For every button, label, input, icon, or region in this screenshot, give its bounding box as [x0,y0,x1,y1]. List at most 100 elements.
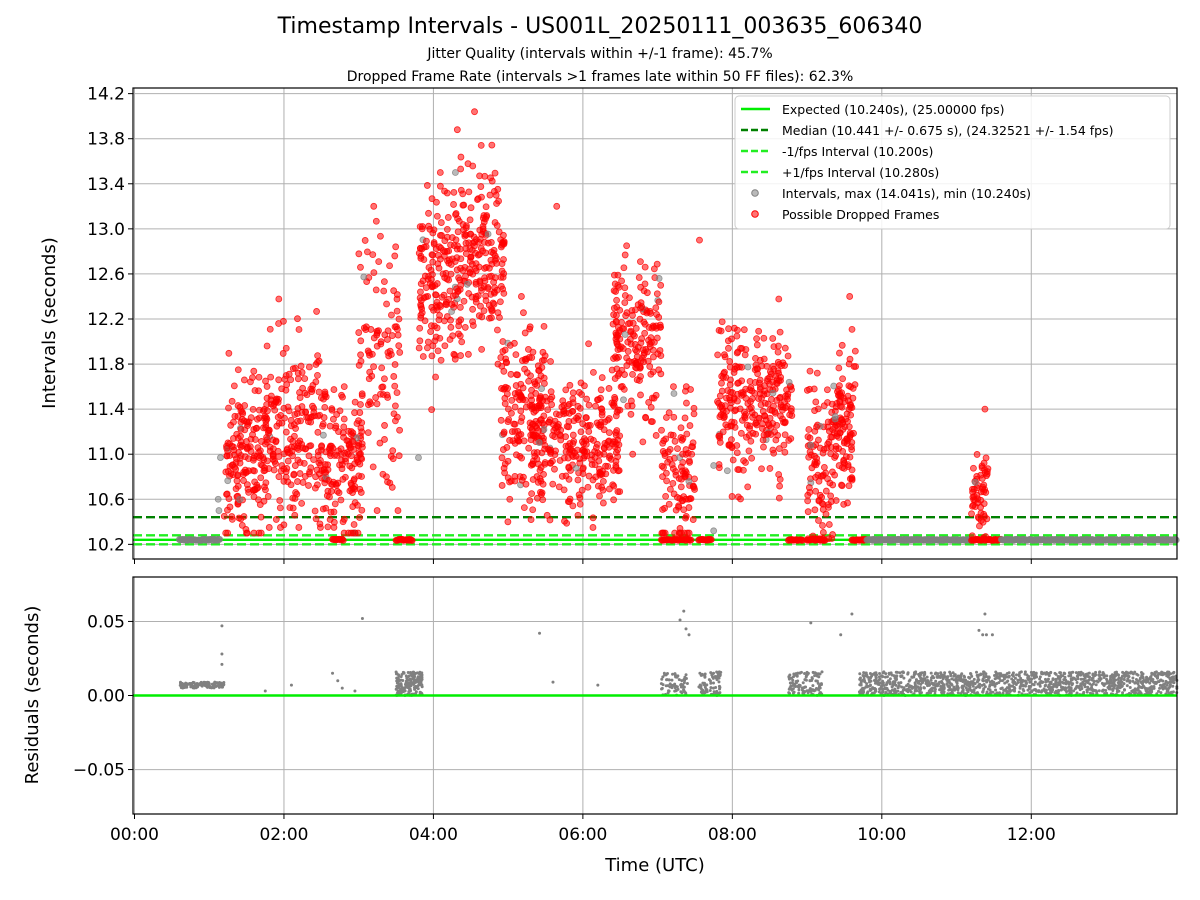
interval-point [434,260,442,268]
interval-point [474,196,481,203]
interval-point [682,512,690,520]
interval-point [357,450,364,458]
residual-point [1141,680,1145,684]
residual-point [1044,680,1048,684]
interval-point [428,195,436,203]
interval-point [569,431,577,439]
interval-point [307,414,315,421]
interval-point [500,428,508,436]
residual-point [790,676,794,680]
residual-point [1085,673,1089,677]
interval-point [773,421,781,429]
interval-point [284,403,292,411]
interval-point [538,364,546,371]
residual-point [718,691,722,695]
residuals-y-label: Residuals (seconds) [22,606,43,785]
interval-point [520,309,527,317]
interval-point [496,298,504,306]
interval-point [727,404,734,412]
residual-point [1120,684,1124,688]
interval-point [507,370,515,378]
interval-point [357,351,364,359]
interval-point [427,328,434,335]
residual-point [906,671,910,675]
interval-point [494,309,502,317]
residual-point [220,662,224,666]
interval-point [314,428,322,436]
interval-point [356,409,364,416]
interval-point [740,326,748,334]
interval-point [456,286,464,293]
interval-point [234,482,242,490]
residual-point [703,685,707,689]
residual-point [1128,685,1132,689]
interval-point [657,370,665,378]
residual-point [1161,679,1165,683]
residual-point [201,683,205,687]
residual-point [191,685,195,689]
residual-point [943,671,947,675]
residual-point [340,686,344,690]
interval-point [775,295,783,303]
interval-point [508,428,516,435]
residual-point [1083,682,1087,686]
residual-point [198,682,202,686]
interval-point [827,492,835,500]
residual-point [897,684,901,688]
interval-point [296,394,304,401]
interval-point [389,455,397,463]
interval-point [364,429,372,436]
interval-point [804,508,812,516]
residual-point [191,680,195,684]
interval-point [751,411,759,419]
residual-point [1141,672,1145,676]
interval-point [497,282,505,290]
interval-point [759,436,767,444]
residual-point [682,688,686,692]
interval-point [851,347,859,355]
interval-point [549,480,557,488]
residual-point [910,685,914,689]
residual-point [979,673,983,677]
interval-point [674,445,681,453]
interval-point [312,473,319,481]
interval-point [486,191,494,199]
interval-point [262,440,269,448]
interval-point [637,258,644,266]
interval-point [815,436,822,444]
interval-point [504,457,512,465]
intervals-y-tick-label: 11.4 [87,400,125,420]
interval-point [669,479,677,487]
residual-point [1038,684,1042,688]
interval-point [773,380,781,387]
interval-point [579,465,587,473]
residual-point [810,679,814,683]
interval-point [969,502,976,510]
interval-point [457,316,465,324]
residual-point [662,671,666,675]
interval-point [233,430,241,438]
interval-point [753,335,760,342]
interval-point [501,346,509,354]
residual-point [951,671,955,675]
intervals-y-tick-label: 14.2 [87,85,125,105]
interval-point [621,299,629,307]
residual-point [1090,677,1094,681]
interval-point [472,264,479,272]
interval-point [501,469,509,477]
residual-point [1133,688,1137,692]
interval-point [493,286,501,294]
interval-point [450,188,458,196]
interval-point [526,497,534,504]
interval-point [652,304,660,312]
interval-point [243,468,250,476]
interval-point [670,490,678,498]
interval-point [639,438,647,446]
outlier-point [418,225,426,233]
interval-point [226,503,234,511]
interval-point [725,325,732,333]
interval-point [683,430,691,438]
interval-point [520,504,528,512]
residual-point [1146,678,1150,682]
interval-point [481,274,489,282]
